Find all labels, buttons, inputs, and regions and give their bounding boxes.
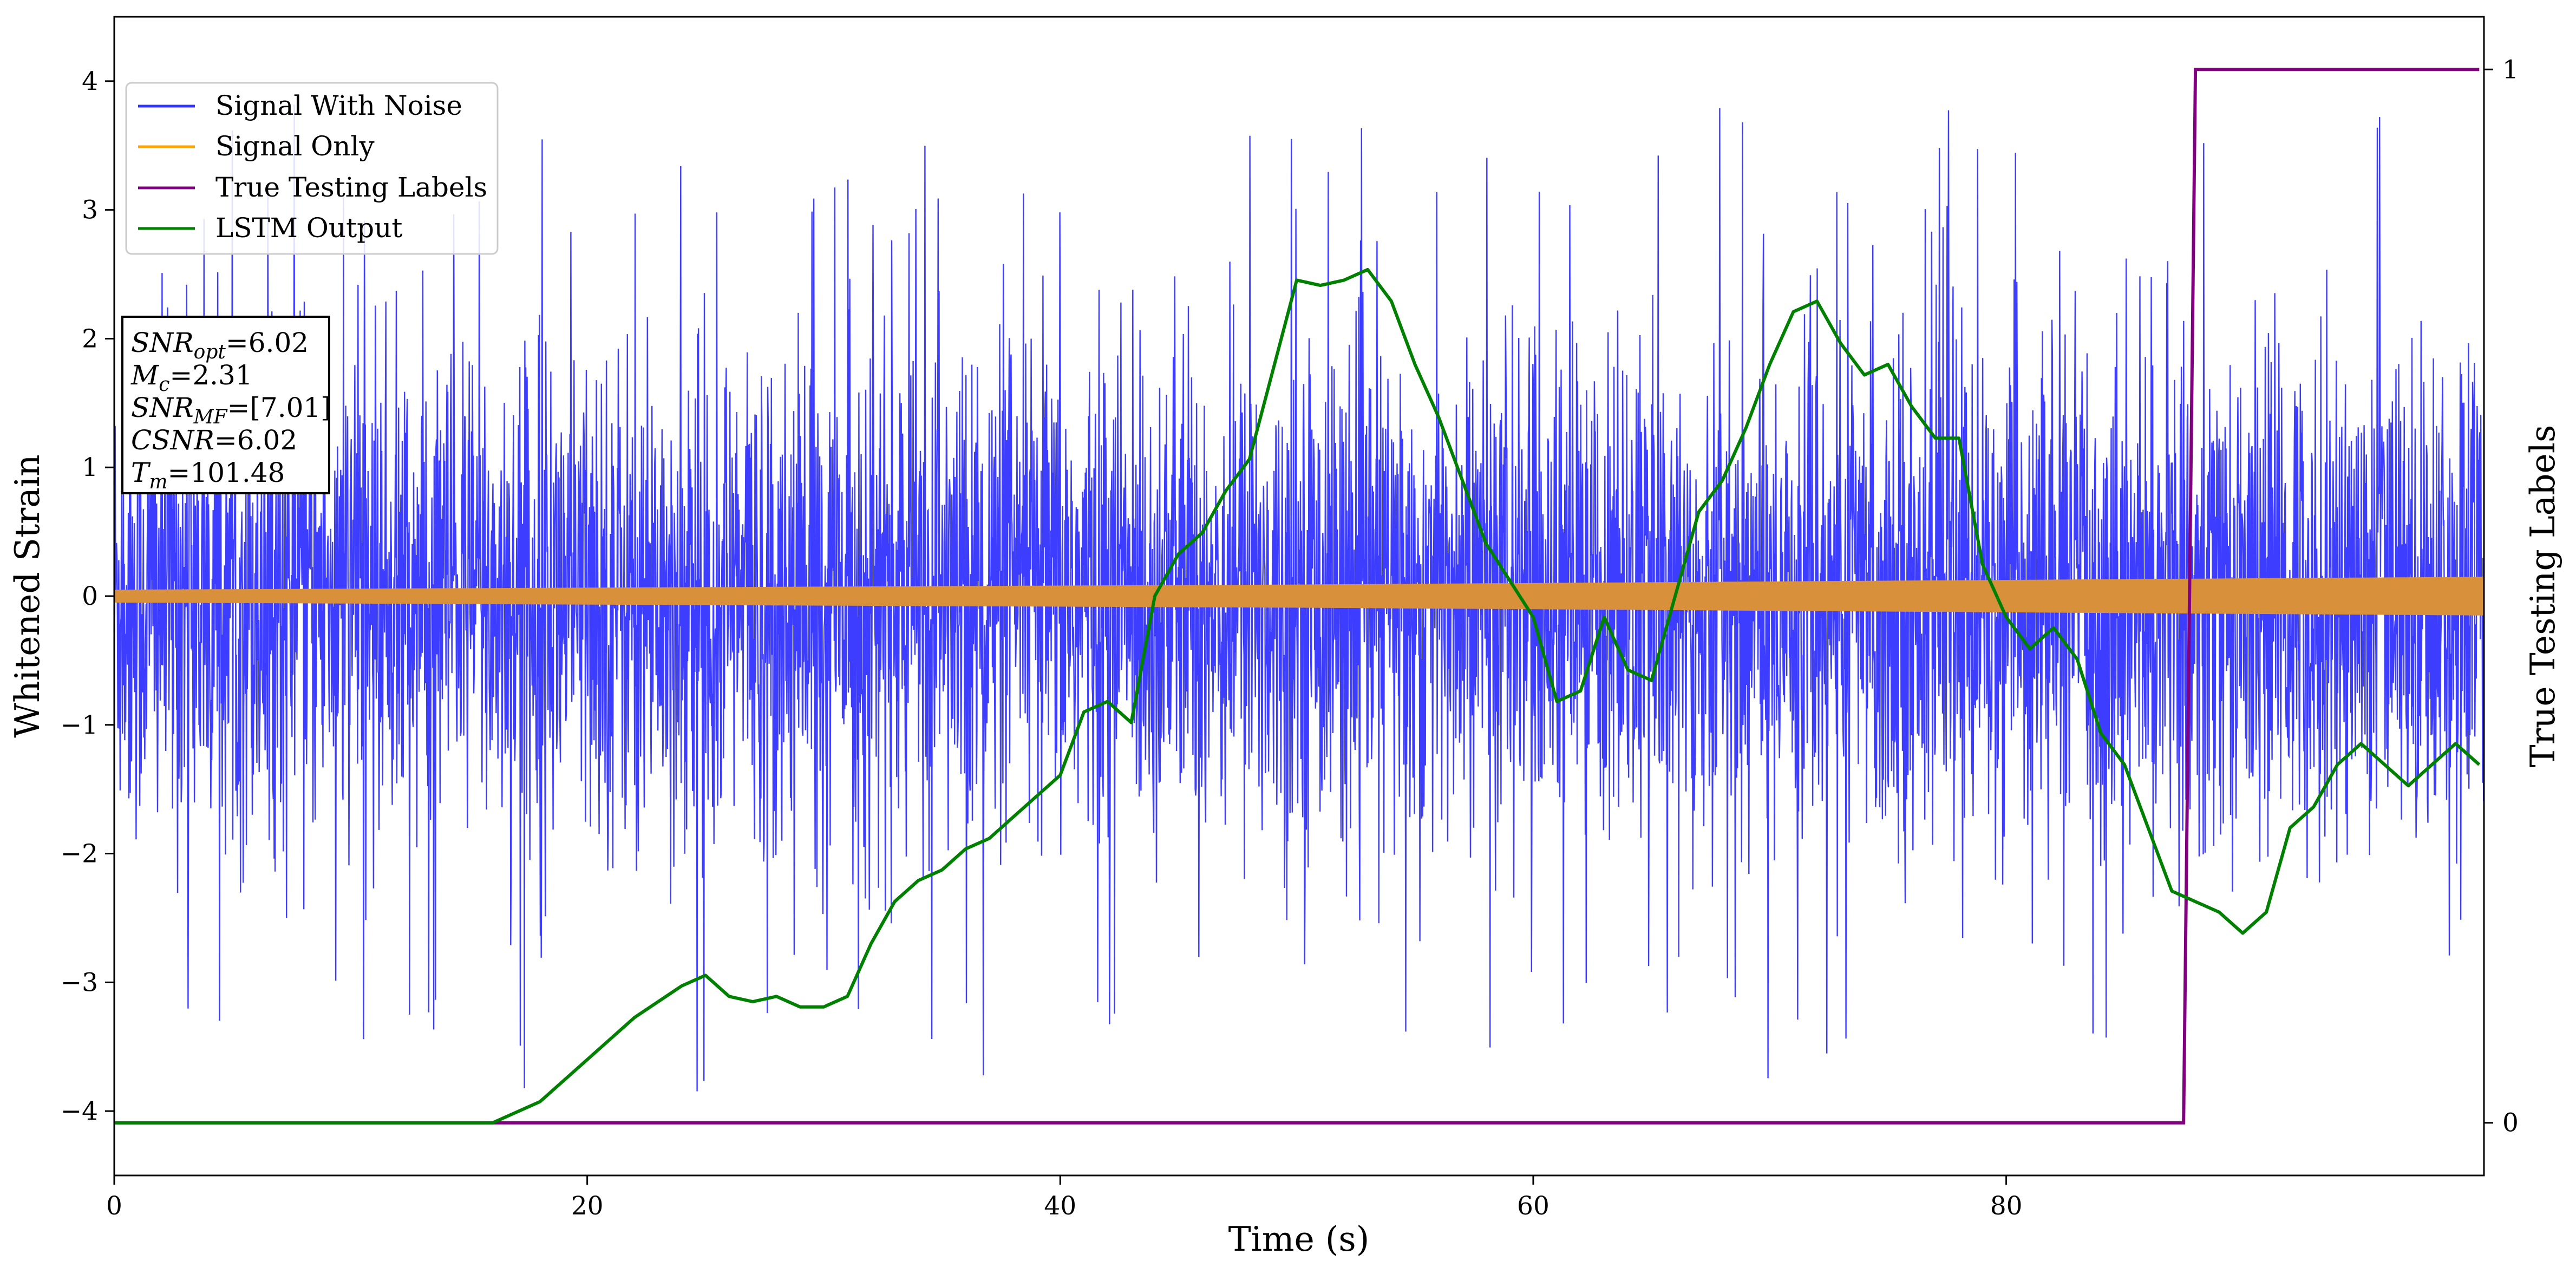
legend-label-signal-only: Signal Only xyxy=(215,130,375,162)
annotation-mc-value: =2.31 xyxy=(169,360,252,391)
x-axis-label: Time (s) xyxy=(1228,1219,1370,1259)
annotation-line-tm: Tm=101.48 xyxy=(131,457,285,493)
annotation-mc-name: M xyxy=(130,360,160,391)
annotation-snr-mf-sub: MF xyxy=(193,406,228,428)
annotation-csnr-name: CSNR xyxy=(131,424,214,456)
y-tick-label: 1 xyxy=(82,453,98,482)
y-tick-label: −3 xyxy=(61,968,98,997)
annotation-snr-mf-name: SNR xyxy=(131,392,194,423)
x-tick-label: 0 xyxy=(106,1191,122,1221)
annotation-tm-sub: m xyxy=(149,471,167,493)
signal-with-noise-layer xyxy=(114,104,2484,1092)
annotation-line-snr-opt: SNRopt=6.02 xyxy=(131,327,309,363)
legend-box xyxy=(125,82,499,255)
series-signal-only xyxy=(114,577,2484,616)
y-tick-label: −1 xyxy=(61,710,98,740)
x-tick-label: 20 xyxy=(571,1191,604,1221)
y-tick-label: −2 xyxy=(61,839,98,869)
y-tick-label: 4 xyxy=(82,67,98,96)
y-tick-label: −4 xyxy=(61,1096,98,1126)
series-true-testing-labels xyxy=(114,68,2480,1125)
annotation-csnr-value: =6.02 xyxy=(214,424,297,456)
annotation-snr-opt-name: SNR xyxy=(131,327,194,358)
lstm-output-layer xyxy=(114,267,2481,1125)
y-axis-label: Whitened Strain xyxy=(8,454,47,737)
snr-annotation-box xyxy=(121,316,330,494)
y2-axis-label: True Testing Labels xyxy=(2523,425,2562,768)
x-tick-label: 80 xyxy=(1990,1191,2023,1221)
annotation-mc-sub: c xyxy=(159,374,169,396)
x-tick-label: 40 xyxy=(1044,1191,1076,1221)
annotation-tm-value: =101.48 xyxy=(168,457,285,488)
series-signal-with-noise xyxy=(114,104,2484,1092)
annotation-line-snr-mf: SNRMF=[7.01] xyxy=(131,392,331,428)
annotation-line-csnr: CSNR=6.02 xyxy=(131,424,297,456)
annotation-snr-opt-sub: opt xyxy=(194,341,226,363)
annotation-snr-mf-value: =[7.01] xyxy=(227,392,331,423)
true-labels-layer xyxy=(114,68,2480,1125)
x-tick-label: 60 xyxy=(1517,1191,1549,1221)
legend-label-lstm-output: LSTM Output xyxy=(215,212,402,244)
annotation-snr-opt-value: =6.02 xyxy=(226,327,309,358)
y-tick-label: 0 xyxy=(82,582,98,611)
annotation-line-mc: Mc=2.31 xyxy=(130,360,253,396)
legend-label-signal-with-noise: Signal With Noise xyxy=(215,90,462,121)
y-tick-label: 3 xyxy=(82,195,98,225)
y-tick-label: 2 xyxy=(82,324,98,354)
y2-tick-label: 0 xyxy=(2502,1108,2519,1138)
legend-label-true-testing-labels: True Testing Labels xyxy=(215,172,487,203)
series-lstm-output xyxy=(114,267,2481,1125)
y2-tick-label: 1 xyxy=(2502,55,2519,84)
legend: Signal With Noise Signal Only True Testi… xyxy=(125,82,499,255)
annotation-tm-name: T xyxy=(131,457,151,488)
snr-annotation: SNRopt=6.02 Mc=2.31 SNRMF=[7.01] CSNR=6.… xyxy=(121,316,331,494)
signal-only-layer xyxy=(114,577,2484,616)
